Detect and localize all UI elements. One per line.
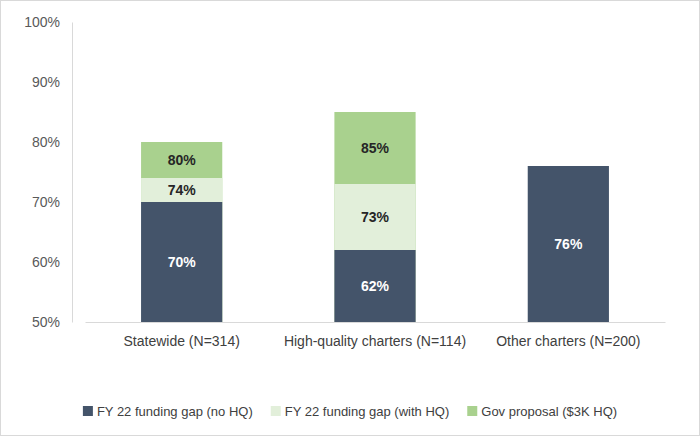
x-axis: Statewide (N=314) High-quality charters (…: [86, 322, 666, 349]
data-label: 85%: [361, 140, 390, 156]
legend-item: FY 22 funding gap (with HQ): [271, 404, 450, 419]
y-tick: 70%: [32, 194, 72, 210]
y-tick-label: 90%: [32, 74, 60, 90]
legend-swatch: [83, 406, 93, 416]
data-label: 70%: [168, 254, 197, 270]
bar: [334, 112, 415, 322]
x-tick-label: Other charters (N=200): [496, 333, 640, 349]
y-axis: 50% 60% 70% 80% 90% 100%: [24, 14, 72, 330]
y-tick: 90%: [32, 74, 72, 90]
legend-label: FY 22 funding gap (with HQ): [285, 404, 450, 419]
y-tick: 80%: [32, 134, 72, 150]
data-label: 62%: [361, 278, 390, 294]
data-label: 76%: [554, 236, 583, 252]
legend-item: Gov proposal ($3K HQ): [467, 404, 617, 419]
y-axis-line: [72, 23, 73, 323]
y-tick: 100%: [24, 14, 72, 30]
y-tick-label: 80%: [32, 134, 60, 150]
legend-swatch: [271, 406, 281, 416]
y-tick-label: 100%: [24, 14, 60, 30]
chart-frame: [1, 1, 700, 436]
legend: FY 22 funding gap (no HQ) FY 22 funding g…: [83, 404, 617, 419]
y-tick: 60%: [32, 254, 72, 270]
x-tick-label: Statewide (N=314): [123, 333, 239, 349]
bar: [334, 250, 415, 322]
chart: 50% 60% 70% 80% 90% 100% Statewide (N=314) High…: [0, 0, 700, 436]
legend-item: FY 22 funding gap (no HQ): [83, 404, 253, 419]
y-tick: 50%: [32, 314, 72, 330]
bar: [528, 166, 609, 322]
y-tick-label: 60%: [32, 254, 60, 270]
bar: [334, 184, 415, 322]
data-label: 73%: [361, 209, 390, 225]
y-tick-label: 50%: [32, 314, 60, 330]
y-tick-label: 70%: [32, 194, 60, 210]
legend-label: FY 22 funding gap (no HQ): [97, 404, 253, 419]
bar: [141, 202, 222, 322]
bar: [141, 178, 222, 322]
x-tick: Other charters (N=200): [496, 322, 640, 349]
data-label: 80%: [168, 152, 197, 168]
data-label: 74%: [168, 182, 197, 198]
data-labels: 70% 62% 76% 74% 73% 80% 85%: [168, 140, 583, 294]
bar: [141, 142, 222, 322]
bars: [141, 112, 609, 322]
x-tick-label: High-quality charters (N=114): [284, 333, 466, 349]
x-tick: High-quality charters (N=114): [284, 322, 466, 349]
x-tick: Statewide (N=314): [123, 322, 239, 349]
legend-label: Gov proposal ($3K HQ): [481, 404, 617, 419]
x-axis-line: [86, 322, 666, 323]
legend-swatch: [467, 406, 477, 416]
